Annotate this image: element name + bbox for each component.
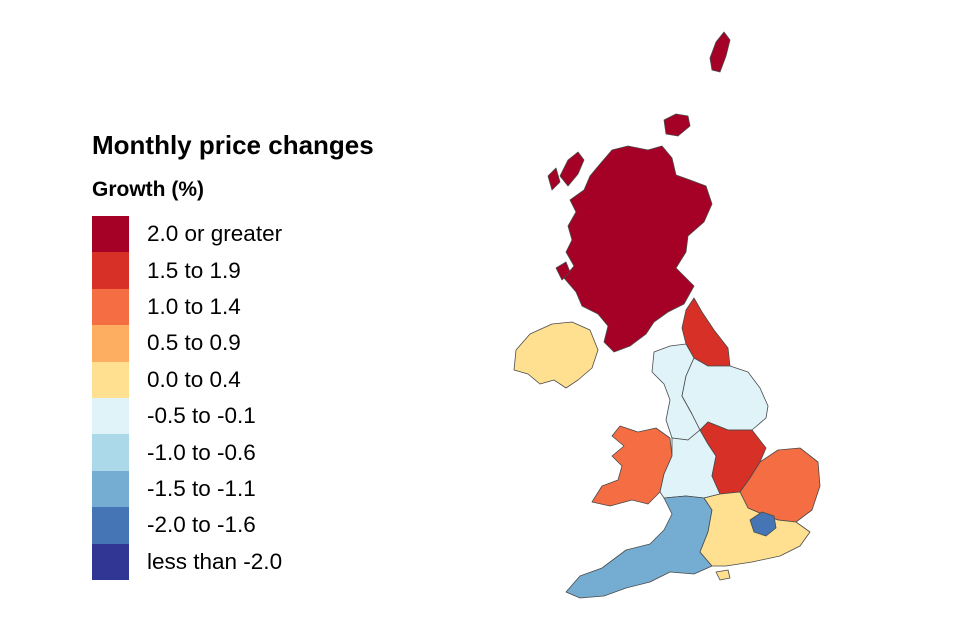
region-scotland-shetland <box>709 31 731 73</box>
region-scotland-hebrides <box>547 167 561 191</box>
region-yorkshire <box>681 357 769 431</box>
legend-swatch <box>92 361 129 398</box>
legend-label: -1.5 to -1.1 <box>147 475 256 501</box>
legend-label: 2.0 or greater <box>147 221 283 247</box>
legend-item: less than -2.0 <box>92 543 374 580</box>
map-legend: Monthly price changes Growth (%) 2.0 or … <box>92 128 374 580</box>
legend-title: Monthly price changes <box>92 130 374 160</box>
legend-label: 1.5 to 1.9 <box>147 257 241 283</box>
legend-item: -2.0 to -1.6 <box>92 507 374 544</box>
region-scotland-orkney <box>663 113 691 137</box>
legend-item: 2.0 or greater <box>92 216 374 253</box>
legend-label: 0.5 to 0.9 <box>147 330 241 356</box>
legend-swatch <box>92 325 129 362</box>
region-london <box>749 511 777 537</box>
legend-label: -2.0 to -1.6 <box>147 512 256 538</box>
legend-swatch <box>92 543 129 580</box>
legend-label: less than -2.0 <box>147 548 283 574</box>
region-scotland-skye <box>559 151 585 187</box>
legend-swatch <box>92 288 129 326</box>
legend-swatch <box>92 216 129 253</box>
region-isle-of-wight <box>715 569 731 581</box>
legend-item: 1.5 to 1.9 <box>92 252 374 289</box>
region-northern-ireland <box>513 321 599 389</box>
legend-label: -1.0 to -0.6 <box>147 439 256 465</box>
legend-swatch <box>92 507 129 544</box>
legend-subtitle: Growth (%) <box>92 178 204 201</box>
legend-item: -1.0 to -0.6 <box>92 434 374 471</box>
legend-swatch <box>92 252 129 289</box>
region-south-west <box>565 495 713 599</box>
uk-regions-map <box>513 31 821 599</box>
region-scotland-islay <box>555 261 571 281</box>
region-wales <box>591 425 673 507</box>
legend-item: -0.5 to -0.1 <box>92 397 374 435</box>
legend-item: 1.0 to 1.4 <box>92 288 374 326</box>
legend-item: 0.5 to 0.9 <box>92 325 374 362</box>
region-scotland-mainland <box>563 145 713 353</box>
legend-item: -1.5 to -1.1 <box>92 470 374 508</box>
legend-item: 0.0 to 0.4 <box>92 361 374 398</box>
legend-items: 2.0 or greater 1.5 to 1.9 1.0 to 1.4 0.5… <box>92 216 374 580</box>
legend-swatch <box>92 470 129 508</box>
legend-label: 1.0 to 1.4 <box>147 293 241 319</box>
legend-swatch <box>92 434 129 471</box>
legend-swatch <box>92 397 129 435</box>
legend-label: -0.5 to -0.1 <box>147 403 256 429</box>
legend-label: 0.0 to 0.4 <box>147 366 241 392</box>
region-scotland <box>547 31 731 353</box>
